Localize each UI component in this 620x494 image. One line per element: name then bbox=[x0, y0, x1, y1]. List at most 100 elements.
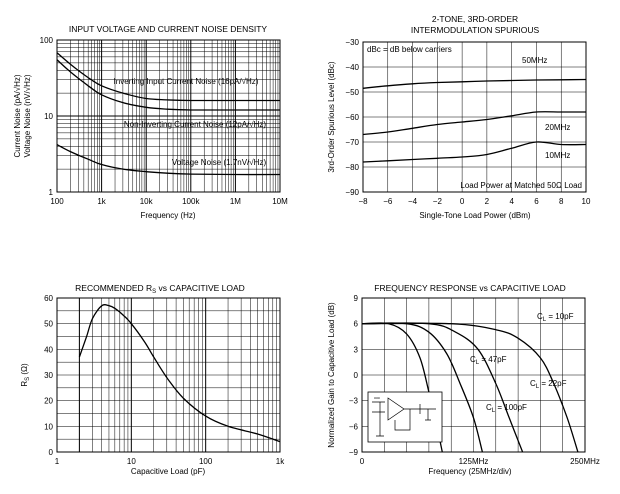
spurious-xtick-label: 2 bbox=[485, 197, 490, 206]
spurious-xtick-label: −6 bbox=[383, 197, 393, 206]
noise-xtick-label: 1k bbox=[97, 197, 106, 206]
spurious-note-dbc: dBc = dB below carriers bbox=[367, 45, 452, 54]
rs-ylabel-unit: (Ω) bbox=[20, 363, 29, 377]
freq-label-100pf-val: = 100pF bbox=[495, 403, 527, 412]
noise-ytick-label: 10 bbox=[44, 112, 53, 121]
noise-ylabel-current: Current Noise (pA/√Hz) bbox=[13, 74, 22, 157]
freq-xlabel: Frequency (25MHz/div) bbox=[428, 467, 511, 476]
spurious-note-load: Load Power at Matched 50Ω Load bbox=[460, 181, 582, 190]
noise-xtick-label: 100k bbox=[182, 197, 200, 206]
freq-ytick-label: −9 bbox=[349, 448, 359, 457]
noise-ytick-label: 1 bbox=[49, 188, 54, 197]
freq-xtick-label: 125MHz bbox=[459, 457, 489, 466]
rs-ylabel: RS (Ω) bbox=[20, 363, 31, 387]
rs-title-rest: vs CAPACITIVE LOAD bbox=[156, 283, 245, 293]
freq-label-47pf-val: = 47pF bbox=[479, 355, 506, 364]
noise-xtick-label: 1M bbox=[230, 197, 241, 206]
freq-label-22pf: CL = 22pF bbox=[530, 379, 567, 390]
spurious-curve-20mhz bbox=[362, 111, 586, 136]
freq-curve-10pf bbox=[361, 322, 579, 453]
freq-response-chart: FREQUENCY RESPONSE vs CAPACITIVE LOAD 0 1… bbox=[327, 283, 600, 476]
spurious-xtick-label: 10 bbox=[582, 197, 591, 206]
spurious-plot-area bbox=[362, 41, 587, 193]
rs-ylabel-sub: S bbox=[25, 377, 31, 381]
freq-label-100pf-sub: L bbox=[492, 408, 496, 414]
freq-label-100pf-c: C bbox=[486, 403, 492, 412]
spurious-ytick-label: −30 bbox=[345, 38, 359, 47]
spurious-ytick-label: −40 bbox=[345, 63, 359, 72]
freq-ytick-label: 9 bbox=[354, 294, 359, 303]
freq-ytick-label: −3 bbox=[349, 397, 359, 406]
rs-ytick-label: 0 bbox=[49, 448, 54, 457]
spurious-ytick-label: −90 bbox=[345, 188, 359, 197]
circuit-schematic-inset: ooo bbox=[367, 391, 443, 443]
rs-plot-area bbox=[56, 297, 281, 453]
freq-curve-22pf bbox=[361, 322, 524, 453]
noise-xtick-label: 10M bbox=[272, 197, 288, 206]
freq-label-10pf-c: C bbox=[537, 312, 543, 321]
rs-ytick-label: 20 bbox=[44, 397, 53, 406]
spurious-xtick-label: −4 bbox=[408, 197, 418, 206]
spurious-chart: 2-TONE, 3RD-ORDER INTERMODULATION SPURIO… bbox=[327, 14, 591, 220]
freq-label-47pf-sub: L bbox=[476, 360, 480, 366]
freq-label-22pf-val: = 22pF bbox=[539, 379, 566, 388]
rs-title-sub: S bbox=[152, 289, 156, 295]
noise-label-inverting: Inverting Input Current Noise (16pA/√Hz) bbox=[114, 77, 259, 86]
noise-label-voltage: Voltage Noise (1.7nV/√Hz) bbox=[172, 158, 267, 167]
spurious-label-20mhz: 20MHz bbox=[545, 123, 570, 132]
freq-label-22pf-sub: L bbox=[536, 384, 540, 390]
spurious-xtick-label: 6 bbox=[534, 197, 539, 206]
spurious-ylabel: 3rd-Order Spurious Level (dBc) bbox=[327, 61, 336, 172]
noise-xtick-label: 100 bbox=[50, 197, 64, 206]
rs-xtick-label: 1k bbox=[276, 457, 285, 466]
noise-xtick-label: 10k bbox=[140, 197, 154, 206]
freq-ytick-label: 3 bbox=[354, 345, 359, 354]
spurious-chart-title: 2-TONE, 3RD-ORDER bbox=[432, 14, 518, 24]
spurious-xtick-label: 8 bbox=[559, 197, 564, 206]
freq-curve-47pf bbox=[361, 322, 484, 453]
spurious-curve-10mhz bbox=[362, 141, 587, 163]
inset-schematic-lines bbox=[372, 397, 436, 437]
spurious-label-50mhz: 50MHz bbox=[522, 56, 547, 65]
spurious-ytick-label: −80 bbox=[345, 163, 359, 172]
freq-label-10pf-sub: L bbox=[543, 317, 547, 323]
rs-xtick-label: 1 bbox=[55, 457, 60, 466]
spurious-xtick-label: −8 bbox=[358, 197, 368, 206]
rs-xlabel: Capacitive Load (pF) bbox=[131, 467, 206, 476]
rs-ytick-label: 50 bbox=[44, 320, 53, 329]
freq-label-10pf-val: = 10pF bbox=[546, 312, 573, 321]
inset-text: ooo bbox=[374, 396, 380, 400]
noise-curve-inverting bbox=[56, 52, 280, 102]
freq-label-47pf-c: C bbox=[470, 355, 476, 364]
freq-ytick-label: 6 bbox=[354, 320, 359, 329]
freq-ytick-label: 0 bbox=[354, 371, 359, 380]
rs-xtick-label: 100 bbox=[199, 457, 213, 466]
rs-ytick-label: 40 bbox=[44, 345, 53, 354]
spurious-xlabel: Single-Tone Load Power (dBm) bbox=[419, 211, 531, 220]
noise-density-chart: INPUT VOLTAGE AND CURRENT NOISE DENSITY … bbox=[13, 24, 288, 220]
freq-label-22pf-c: C bbox=[530, 379, 536, 388]
spurious-xtick-label: 4 bbox=[509, 197, 514, 206]
spurious-ytick-label: −50 bbox=[345, 88, 359, 97]
rs-ytick-label: 10 bbox=[44, 422, 53, 431]
noise-curve-voltage bbox=[56, 144, 281, 176]
rs-xtick-label: 10 bbox=[127, 457, 136, 466]
freq-label-100pf: CL = 100pF bbox=[486, 403, 527, 414]
rs-ytick-label: 30 bbox=[44, 371, 53, 380]
rs-title-main: RECOMMENDED R bbox=[75, 283, 152, 293]
spurious-ytick-label: −60 bbox=[345, 113, 359, 122]
noise-curve-noninverting bbox=[56, 59, 280, 111]
freq-xtick-label: 0 bbox=[360, 457, 365, 466]
spurious-curve-50mhz bbox=[362, 78, 587, 89]
spurious-label-10mhz: 10MHz bbox=[545, 151, 570, 160]
noise-label-noninverting: Non-Inverting Current Noise (12pA/√Hz) bbox=[124, 120, 267, 129]
spurious-xtick-label: −2 bbox=[433, 197, 443, 206]
freq-plot-area bbox=[361, 297, 586, 453]
noise-xlabel: Frequency (Hz) bbox=[140, 211, 195, 220]
freq-label-10pf: CL = 10pF bbox=[537, 312, 574, 323]
freq-chart-title: FREQUENCY RESPONSE vs CAPACITIVE LOAD bbox=[374, 283, 565, 293]
freq-label-47pf: CL = 47pF bbox=[470, 355, 507, 366]
noise-chart-title: INPUT VOLTAGE AND CURRENT NOISE DENSITY bbox=[69, 24, 268, 34]
noise-ylabel-voltage: Voltage Noise (nV/√Hz) bbox=[23, 74, 32, 157]
